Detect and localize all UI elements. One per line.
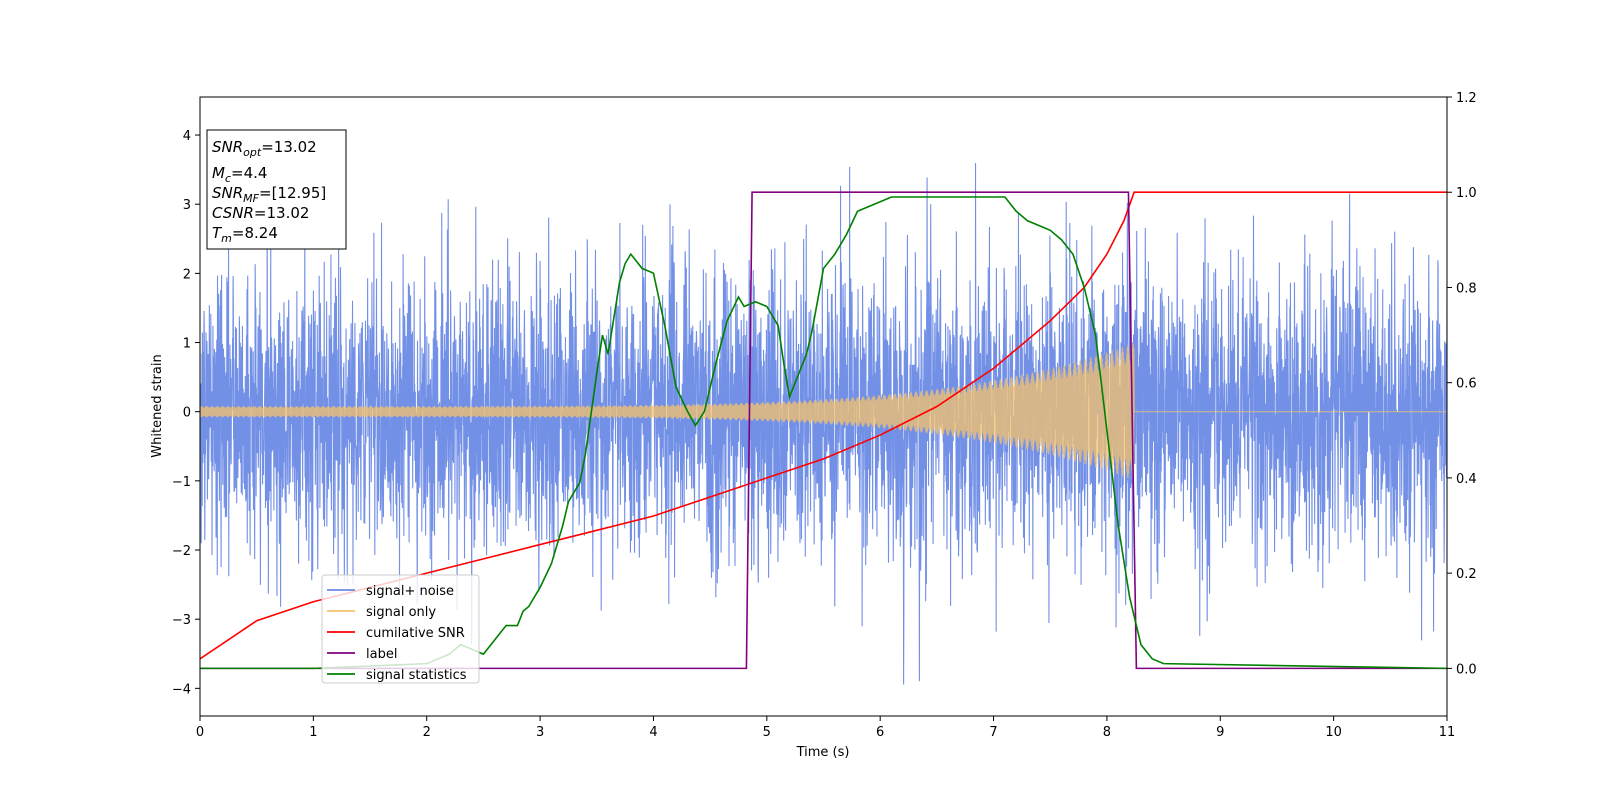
x-tick-label: 7 [989, 725, 997, 740]
y-tick-label: 4 [183, 129, 191, 144]
y-tick-label: −4 [172, 682, 191, 697]
y-tick-label: −3 [172, 613, 191, 628]
legend-signal-only-label: signal only [366, 605, 436, 620]
y-axis-right: 0.0 0.2 0.4 0.6 0.8 1.0 1.2 [1447, 91, 1477, 677]
annotation-mc: Mc=4.4 [212, 164, 267, 185]
y-tick-label: 1 [183, 337, 191, 352]
x-tick-label: 6 [876, 725, 884, 740]
y2-tick-label: 1.2 [1456, 91, 1477, 106]
annotation-snr-mf: SNRMF=[12.95] [212, 184, 326, 205]
x-tick-label: 8 [1103, 725, 1111, 740]
y-tick-label: −1 [172, 475, 191, 490]
x-tick-label: 3 [536, 725, 544, 740]
x-axis: 0 1 2 3 4 5 6 7 8 9 10 11 [196, 716, 1455, 740]
x-tick-label: 0 [196, 725, 204, 740]
y-tick-label: 3 [183, 198, 191, 213]
series-signal-only [200, 343, 1447, 481]
y2-tick-label: 0.0 [1456, 662, 1477, 677]
legend-signal-noise-label: signal+ noise [366, 584, 454, 599]
legend: signal+ noise signal only cumilative SNR la… [321, 574, 480, 684]
x-axis-label: Time (s) [796, 745, 850, 760]
plot-frame [199, 96, 1448, 717]
annotation-tm: Tm=8.24 [212, 224, 278, 245]
annotation-snr-opt: SNRopt=13.02 [212, 138, 317, 159]
y-axis-label: Whitened strain [150, 354, 165, 457]
legend-label-label: label [366, 647, 397, 662]
y2-tick-label: 1.0 [1456, 186, 1477, 201]
y-axis-left: −4 −3 −2 −1 0 1 2 3 4 [172, 129, 200, 697]
y-tick-label: 2 [183, 267, 191, 282]
annotation-box: SNRopt=13.02 Mc=4.4 SNRMF=[12.95] CSNR=1… [206, 129, 347, 250]
x-tick-label: 9 [1216, 725, 1224, 740]
x-tick-label: 11 [1439, 725, 1456, 740]
y2-tick-label: 0.2 [1456, 567, 1477, 582]
x-tick-label: 5 [763, 725, 771, 740]
series-signal-statistics [200, 196, 1447, 670]
x-tick-label: 1 [309, 725, 317, 740]
y2-tick-label: 0.4 [1456, 472, 1477, 487]
x-tick-label: 10 [1325, 725, 1342, 740]
y-tick-label: 0 [183, 406, 191, 421]
legend-signal-statistics-label: signal statistics [366, 668, 467, 683]
x-tick-label: 4 [649, 725, 657, 740]
legend-cumulative-snr-label: cumilative SNR [366, 626, 465, 641]
x-tick-label: 2 [423, 725, 431, 740]
y2-tick-label: 0.6 [1456, 377, 1477, 392]
series-signal-noise [200, 162, 1447, 685]
y-tick-label: −2 [172, 544, 191, 559]
annotation-csnr: CSNR=13.02 [212, 204, 309, 222]
y2-tick-label: 0.8 [1456, 281, 1477, 296]
series-label [200, 191, 1447, 670]
